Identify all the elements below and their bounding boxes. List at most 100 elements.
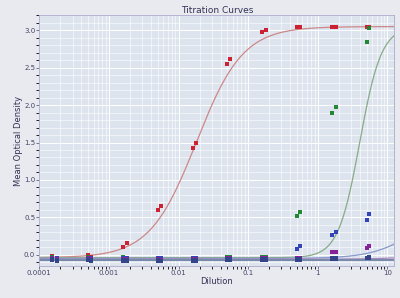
Point <box>227 254 233 259</box>
Point <box>332 105 339 110</box>
Point <box>48 254 55 259</box>
Point <box>332 24 339 29</box>
Point <box>224 255 230 260</box>
Point <box>227 56 233 61</box>
Point <box>366 255 373 260</box>
Point <box>227 257 233 262</box>
Point <box>363 256 370 260</box>
Point <box>332 256 339 261</box>
Point <box>366 255 373 260</box>
Point <box>124 257 130 262</box>
Point <box>296 257 303 262</box>
Point <box>154 257 161 262</box>
Point <box>120 258 126 263</box>
Point <box>263 257 269 262</box>
Point <box>157 258 164 263</box>
Point <box>88 255 94 260</box>
Point <box>190 257 196 262</box>
Point <box>263 257 269 262</box>
Point <box>157 257 164 262</box>
Point <box>332 229 339 234</box>
Point <box>224 257 230 262</box>
Title: Titration Curves: Titration Curves <box>181 6 253 15</box>
Point <box>85 253 91 258</box>
Point <box>54 258 60 263</box>
Point <box>227 257 233 262</box>
Point <box>363 25 370 30</box>
Point <box>124 255 130 260</box>
Point <box>157 256 164 261</box>
Point <box>224 257 230 262</box>
Point <box>259 257 266 262</box>
Point <box>120 257 126 262</box>
Point <box>88 258 94 263</box>
Point <box>193 258 200 263</box>
Point <box>190 258 196 263</box>
Point <box>259 257 266 262</box>
Point <box>294 257 300 262</box>
Point <box>85 257 91 262</box>
Point <box>48 257 55 262</box>
Point <box>227 257 233 262</box>
Point <box>54 258 60 263</box>
Point <box>48 257 55 262</box>
Point <box>259 257 266 262</box>
Point <box>190 257 196 262</box>
Point <box>48 257 55 262</box>
Point <box>366 254 373 259</box>
Point <box>332 257 339 261</box>
Point <box>88 257 94 262</box>
Point <box>329 25 335 30</box>
Point <box>294 255 300 260</box>
Point <box>48 256 55 261</box>
Point <box>332 257 339 261</box>
Point <box>48 254 55 259</box>
Point <box>263 257 269 262</box>
Point <box>363 39 370 44</box>
Point <box>154 257 161 262</box>
Point <box>193 257 200 262</box>
Point <box>120 254 126 259</box>
Point <box>296 24 303 29</box>
Point <box>329 256 335 261</box>
Point <box>85 257 91 262</box>
Point <box>124 258 130 263</box>
Point <box>366 255 373 260</box>
Point <box>294 257 300 262</box>
Point <box>48 257 55 262</box>
Point <box>157 259 164 263</box>
Point <box>294 257 300 262</box>
Point <box>332 249 339 254</box>
Point <box>193 258 200 263</box>
Point <box>363 256 370 261</box>
Point <box>363 256 370 260</box>
Point <box>157 259 164 263</box>
Point <box>157 259 164 264</box>
Point <box>224 254 230 259</box>
Point <box>54 257 60 262</box>
Point <box>154 207 161 212</box>
Point <box>227 256 233 261</box>
Point <box>259 255 266 260</box>
Point <box>193 258 200 263</box>
Point <box>332 256 339 261</box>
Point <box>296 257 303 262</box>
Point <box>88 258 94 263</box>
Point <box>88 254 94 259</box>
Point <box>88 256 94 261</box>
Point <box>48 257 55 262</box>
Point <box>296 257 303 262</box>
Point <box>124 258 130 263</box>
Point <box>54 256 60 261</box>
Point <box>120 257 126 262</box>
Point <box>193 258 200 263</box>
Point <box>120 258 126 263</box>
Point <box>296 210 303 215</box>
Point <box>190 255 196 260</box>
Point <box>190 255 196 260</box>
Point <box>88 258 94 263</box>
Point <box>54 258 60 263</box>
Point <box>366 244 373 249</box>
Point <box>157 258 164 263</box>
Point <box>88 257 94 262</box>
